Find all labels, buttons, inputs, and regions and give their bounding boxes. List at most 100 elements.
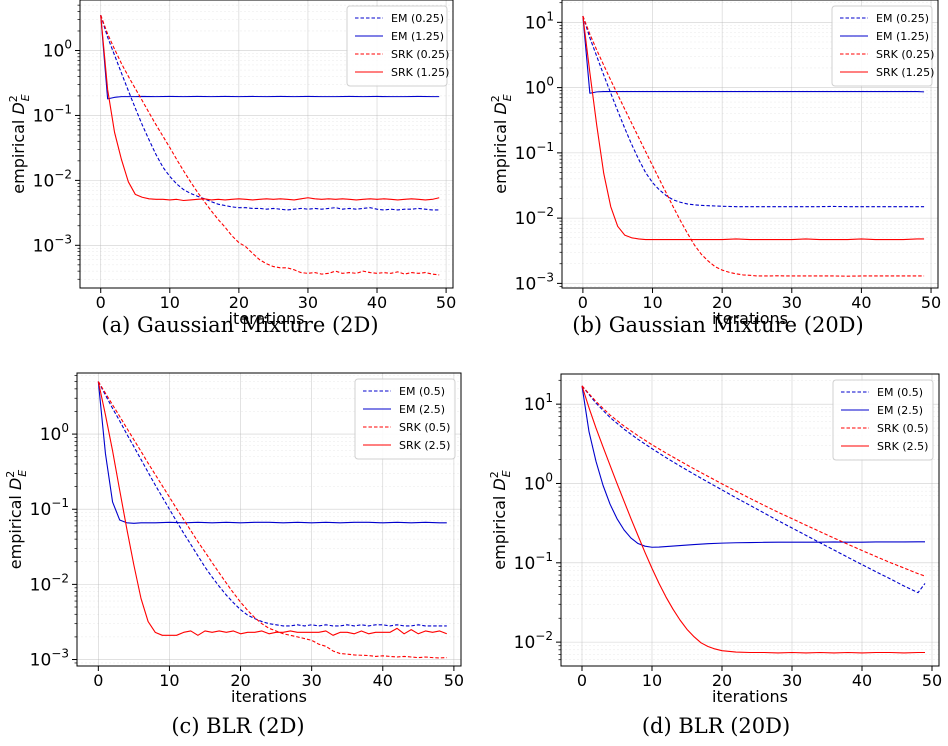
plot-frame	[76, 372, 462, 667]
series-line-em-1-25	[582, 15, 925, 94]
legend: EM (0.5) EM (2.5) SRK (0.5) SRK (2.5)	[832, 379, 934, 461]
plot-frame	[79, 0, 454, 289]
legend-box	[831, 5, 933, 87]
x-tick-label: 20	[229, 293, 249, 312]
y-tick-label: 10−1	[514, 550, 553, 574]
series-group	[100, 15, 440, 276]
legend-entry-label: EM (0.25)	[391, 12, 444, 25]
x-tick-label: 30	[782, 671, 802, 690]
x-tick-label: 30	[301, 671, 321, 690]
legend-entry-label: EM (0.5)	[399, 385, 445, 398]
plot-frame	[561, 0, 939, 289]
series-line-em-0-5	[581, 385, 926, 594]
x-tick-label: 10	[160, 293, 180, 312]
legend-entry-label: EM (2.5)	[399, 403, 445, 416]
x-tick-label: 50	[922, 671, 942, 690]
legend-entry-label: SRK (0.5)	[877, 422, 928, 435]
y-tick-label: 100	[525, 75, 554, 99]
x-tick-label: 30	[782, 293, 802, 312]
panel-caption: (b) Gaussian Mixture (20D)	[572, 313, 863, 337]
legend-entry-label: SRK (0.5)	[399, 421, 450, 434]
y-tick-label: 10−3	[30, 647, 69, 671]
x-tick-label: 30	[298, 293, 318, 312]
y-tick-label: 100	[524, 470, 553, 494]
legend-box	[832, 379, 934, 461]
x-axis-label: iterations	[712, 309, 788, 328]
y-tick-label: 10−1	[515, 140, 554, 164]
y-axis-label: empirical D2E	[4, 470, 29, 570]
series-line-em-2-5	[581, 385, 925, 548]
plot-frame	[560, 373, 940, 667]
legend-entry-label: EM (0.5)	[877, 386, 923, 399]
y-tick-label: 10−3	[515, 270, 554, 294]
x-tick-label: 50	[921, 293, 941, 312]
legend-entry-label: EM (1.25)	[876, 30, 929, 43]
legend-entry-label: EM (2.5)	[877, 404, 923, 417]
y-tick-label: 10−1	[33, 102, 72, 126]
gridlines	[80, 0, 453, 288]
x-tick-label: 50	[436, 293, 456, 312]
series-line-srk-2-5	[97, 381, 447, 636]
legend: EM (0.5) EM (2.5) SRK (0.5) SRK (2.5)	[354, 378, 456, 460]
legend-entry-label: SRK (2.5)	[877, 440, 928, 453]
x-axis-label: iterations	[229, 309, 305, 328]
series-group	[582, 15, 925, 277]
series-line-srk-1-25	[100, 15, 440, 202]
x-tick-label: 40	[367, 293, 387, 312]
series-line-srk-0-5	[97, 381, 447, 659]
legend-box	[346, 5, 448, 87]
series-group	[581, 385, 926, 654]
panel-caption: (a) Gaussian Mixture (2D)	[101, 313, 378, 337]
y-axis-label: empirical D2E	[7, 94, 32, 194]
x-tick-label: 10	[642, 671, 662, 690]
legend-entry-label: SRK (0.25)	[391, 48, 449, 61]
x-tick-label: 20	[712, 671, 732, 690]
x-tick-label: 40	[373, 671, 393, 690]
x-tick-label: 40	[852, 671, 872, 690]
y-axis-label: empirical D2E	[489, 94, 514, 194]
y-tick-label: 10−2	[514, 629, 553, 653]
y-tick-label: 101	[524, 391, 553, 415]
y-tick-label: 100	[43, 38, 72, 62]
x-tick-label: 10	[159, 671, 179, 690]
chart-panel-a: 10−3 10−2 10−1 100 0 10 20 30 40 50 iterations empi…	[7, 0, 456, 337]
x-tick-label: 10	[642, 293, 662, 312]
gridlines	[561, 374, 939, 666]
y-tick-label: 10−2	[515, 205, 554, 229]
legend-entry-label: SRK (1.25)	[391, 66, 449, 79]
chart-panel-c: 10−3 10−2 10−1 100 0 10 20 30 40 50 iterations empi…	[4, 372, 464, 738]
y-tick-label: 100	[40, 421, 69, 445]
x-axis-label: iterations	[231, 687, 307, 706]
x-tick-label: 0	[577, 671, 587, 690]
series-line-em-2-5	[97, 381, 447, 524]
x-tick-label: 0	[93, 671, 103, 690]
legend: EM (0.25) EM (1.25) SRK (0.25) SRK (1.25)	[831, 5, 934, 87]
legend-entry-label: SRK (2.5)	[399, 439, 450, 452]
y-tick-label: 10−2	[33, 167, 72, 191]
x-tick-label: 0	[578, 293, 588, 312]
legend-box	[354, 378, 456, 460]
legend-entry-label: SRK (1.25)	[876, 66, 934, 79]
x-tick-label: 40	[851, 293, 871, 312]
y-axis-label: empirical D2E	[488, 470, 513, 570]
series-line-em-0-25	[100, 15, 440, 211]
y-tick-label: 10−1	[30, 496, 69, 520]
series-line-srk-1-25	[582, 15, 925, 241]
x-tick-label: 50	[444, 671, 464, 690]
legend: EM (0.25) EM (1.25) SRK (0.25) SRK (1.25)	[346, 5, 449, 87]
legend-entry-label: EM (1.25)	[391, 30, 444, 43]
legend-entry-label: SRK (0.25)	[876, 48, 934, 61]
x-tick-label: 0	[96, 293, 106, 312]
y-tick-label: 101	[525, 9, 554, 33]
legend-entry-label: EM (0.25)	[876, 12, 929, 25]
panel-caption: (d) BLR (20D)	[642, 714, 790, 738]
x-tick-label: 20	[712, 293, 732, 312]
x-axis-label: iterations	[712, 687, 788, 706]
series-line-em-1-25	[100, 15, 440, 100]
series-line-srk-0-25	[582, 15, 925, 277]
series-line-em-0-5	[97, 381, 447, 627]
series-line-srk-0-5	[581, 385, 926, 577]
